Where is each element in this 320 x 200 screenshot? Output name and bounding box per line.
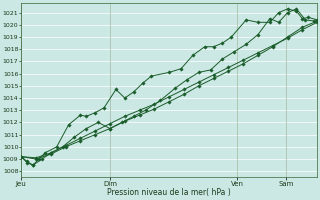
X-axis label: Pression niveau de la mer( hPa ): Pression niveau de la mer( hPa ) — [107, 188, 231, 197]
